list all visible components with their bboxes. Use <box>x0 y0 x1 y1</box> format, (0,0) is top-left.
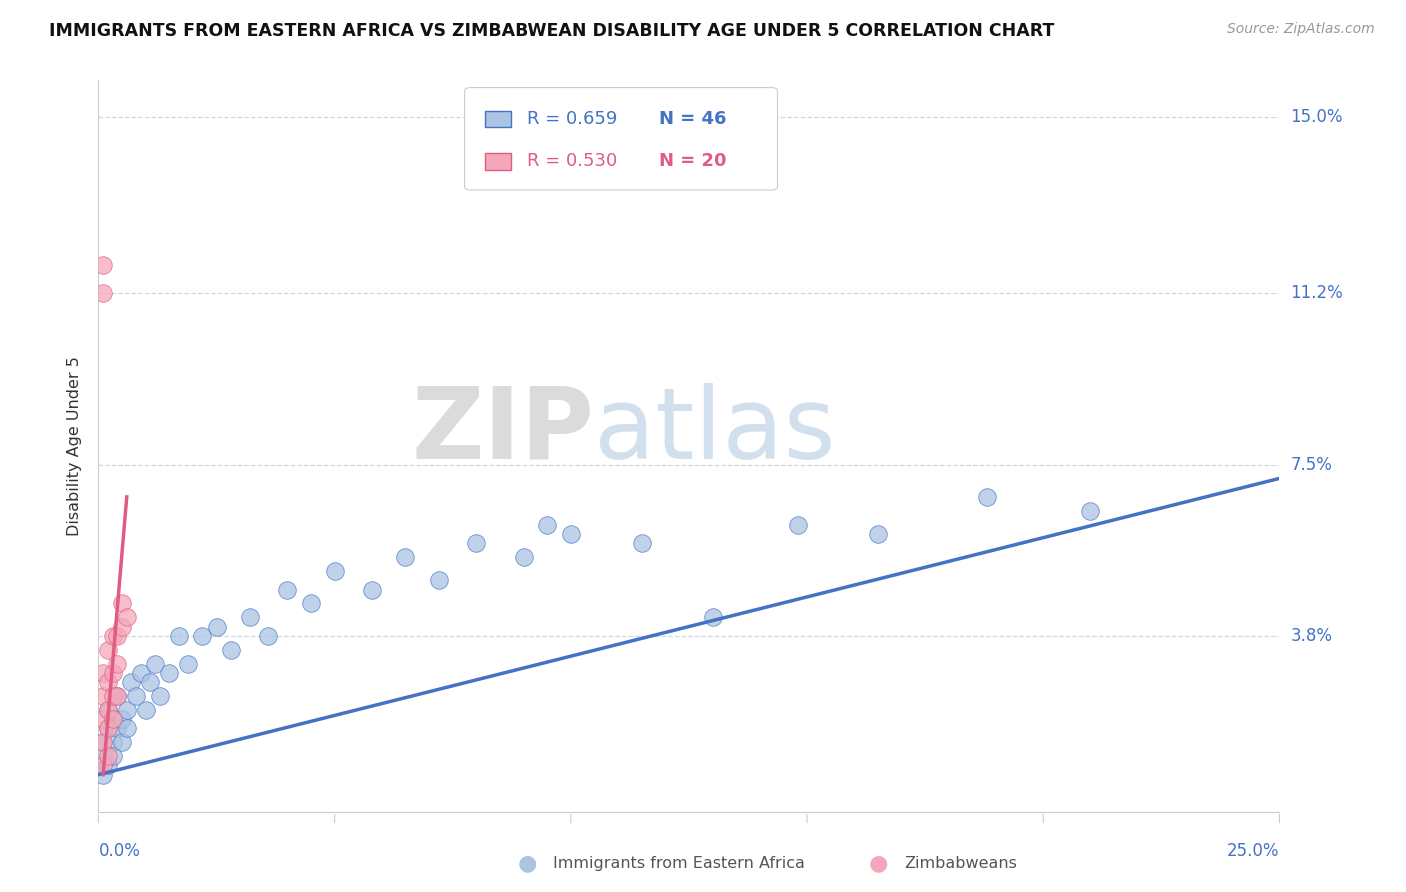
Point <box>91 689 114 703</box>
Point <box>177 657 200 671</box>
Text: ZIP: ZIP <box>412 383 595 480</box>
Point <box>101 712 124 726</box>
Point <box>97 703 120 717</box>
Point <box>105 689 128 703</box>
Point <box>135 703 157 717</box>
Point <box>97 722 120 736</box>
Point <box>143 657 166 671</box>
Point <box>427 574 450 588</box>
Text: Immigrants from Eastern Africa: Immigrants from Eastern Africa <box>553 856 804 871</box>
Point <box>257 629 280 643</box>
Point <box>101 749 124 764</box>
Text: N = 46: N = 46 <box>659 110 727 128</box>
Point <box>105 657 128 671</box>
Point <box>101 712 124 726</box>
Point <box>91 712 114 726</box>
Point <box>630 536 652 550</box>
Point <box>560 527 582 541</box>
Point <box>111 619 134 633</box>
Point <box>97 758 120 772</box>
Text: R = 0.530: R = 0.530 <box>527 153 617 170</box>
Bar <box>485 111 510 127</box>
Text: 11.2%: 11.2% <box>1291 285 1343 302</box>
Text: 25.0%: 25.0% <box>1227 842 1279 860</box>
Text: IMMIGRANTS FROM EASTERN AFRICA VS ZIMBABWEAN DISABILITY AGE UNDER 5 CORRELATION : IMMIGRANTS FROM EASTERN AFRICA VS ZIMBAB… <box>49 22 1054 40</box>
Text: 3.8%: 3.8% <box>1291 627 1333 645</box>
Point <box>91 665 114 680</box>
Point <box>101 629 124 643</box>
Point <box>536 517 558 532</box>
Point <box>91 735 114 749</box>
Point <box>394 550 416 565</box>
Point <box>512 550 534 565</box>
Point <box>97 703 120 717</box>
Point <box>91 735 114 749</box>
Y-axis label: Disability Age Under 5: Disability Age Under 5 <box>67 356 83 536</box>
Point <box>205 619 228 633</box>
Point <box>91 749 114 764</box>
Point <box>91 259 114 273</box>
Point <box>91 286 114 301</box>
Point <box>121 675 143 690</box>
Text: 0.0%: 0.0% <box>98 842 141 860</box>
Text: ●: ● <box>869 854 889 873</box>
Text: Zimbabweans: Zimbabweans <box>904 856 1017 871</box>
Text: 15.0%: 15.0% <box>1291 108 1343 127</box>
Point <box>866 527 889 541</box>
Point <box>125 689 148 703</box>
Point <box>323 564 346 578</box>
Point <box>976 490 998 504</box>
Point <box>129 665 152 680</box>
Point <box>465 536 488 550</box>
Point <box>111 712 134 726</box>
Point <box>97 675 120 690</box>
Point <box>101 689 124 703</box>
Point <box>111 596 134 610</box>
Point <box>91 767 114 781</box>
Text: R = 0.659: R = 0.659 <box>527 110 617 128</box>
Point <box>101 665 124 680</box>
Point <box>361 582 384 597</box>
Point <box>239 610 262 624</box>
Point <box>1080 504 1102 518</box>
Point <box>97 642 120 657</box>
Point <box>115 703 138 717</box>
Point <box>167 629 190 643</box>
Text: Source: ZipAtlas.com: Source: ZipAtlas.com <box>1227 22 1375 37</box>
Text: atlas: atlas <box>595 383 837 480</box>
Point <box>105 689 128 703</box>
Point <box>157 665 180 680</box>
Point <box>191 629 214 643</box>
Point <box>97 722 120 736</box>
Point <box>101 735 124 749</box>
Point <box>299 596 322 610</box>
Point <box>115 722 138 736</box>
FancyBboxPatch shape <box>464 87 778 190</box>
Point <box>111 735 134 749</box>
Point <box>91 758 114 772</box>
Point <box>702 610 724 624</box>
Point <box>97 749 120 764</box>
Point <box>219 642 242 657</box>
Text: 7.5%: 7.5% <box>1291 456 1333 474</box>
Point <box>276 582 298 597</box>
Text: ●: ● <box>517 854 537 873</box>
Bar <box>485 153 510 169</box>
Point <box>105 629 128 643</box>
Point <box>786 517 808 532</box>
Point <box>115 610 138 624</box>
Text: N = 20: N = 20 <box>659 153 727 170</box>
Point <box>149 689 172 703</box>
Point <box>139 675 162 690</box>
Point <box>105 722 128 736</box>
